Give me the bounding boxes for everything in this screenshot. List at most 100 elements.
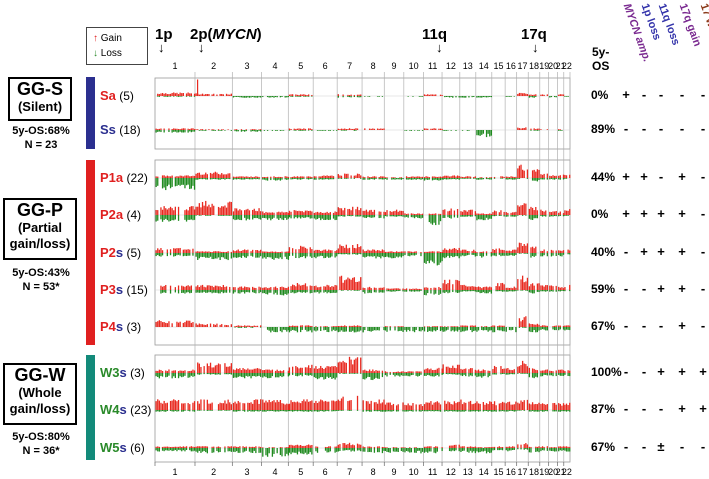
loss-bar	[293, 448, 295, 453]
gain-bar	[240, 286, 243, 290]
loss-bar	[177, 410, 180, 412]
gain-bar	[512, 370, 514, 373]
gain-bar	[362, 210, 364, 215]
gain-bar	[445, 366, 448, 373]
loss-bar	[173, 373, 175, 377]
gain-bar	[436, 326, 438, 327]
gain-bar	[526, 444, 529, 448]
gain-bar	[474, 446, 477, 448]
loss-bar	[477, 178, 480, 180]
loss-bar	[331, 327, 333, 332]
loss-bar	[157, 373, 159, 377]
gain-bar	[435, 94, 437, 96]
loss-bar	[448, 253, 451, 258]
gain-bar	[332, 286, 335, 290]
loss-bar	[262, 448, 264, 457]
loss-bar	[221, 253, 223, 258]
gain-bar	[303, 445, 305, 448]
loss-bar	[255, 178, 257, 180]
loss-bar	[211, 178, 213, 180]
gain-bar	[550, 370, 553, 373]
loss-bar	[339, 327, 341, 332]
gain-bar	[360, 357, 362, 373]
gain-bar	[525, 443, 527, 448]
loss-bar	[245, 373, 247, 376]
gain-bar	[461, 325, 464, 327]
loss-bar	[360, 327, 362, 331]
gain-bar	[490, 251, 493, 253]
loss-bar	[166, 410, 168, 412]
loss-bar	[229, 448, 231, 452]
loss-bar	[299, 327, 302, 333]
chr-number-bottom: 22	[562, 467, 572, 477]
loss-bar	[367, 96, 369, 97]
gain-bar	[474, 403, 477, 410]
loss-bar	[474, 410, 477, 412]
gain-bar	[320, 176, 322, 178]
gain-bar	[423, 446, 426, 448]
loss-bar	[258, 96, 260, 98]
loss-bar	[391, 178, 393, 180]
gain-bar	[192, 369, 194, 373]
gain-bar	[433, 326, 435, 327]
gain-bar	[515, 249, 517, 253]
loss-bar	[520, 253, 522, 254]
loss-bar	[558, 373, 560, 375]
loss-bar	[161, 253, 164, 256]
loss-bar	[455, 96, 457, 98]
loss-bar	[435, 373, 437, 376]
gain-bar	[479, 403, 481, 410]
loss-bar	[485, 178, 488, 180]
gain-bar	[425, 94, 427, 96]
loss-bar	[546, 448, 548, 451]
loss-bar	[376, 253, 379, 257]
loss-bar	[384, 448, 387, 452]
loss-bar	[484, 327, 486, 331]
loss-bar	[192, 130, 194, 132]
gain-bar	[158, 249, 160, 253]
gain-bar	[273, 212, 275, 215]
loss-bar	[311, 290, 313, 293]
loss-bar	[471, 448, 473, 453]
gain-bar	[192, 322, 194, 327]
loss-bar	[456, 373, 459, 375]
gain-bar	[370, 446, 372, 448]
gain-bar	[268, 287, 270, 290]
loss-bar	[543, 327, 545, 330]
gain-bar	[157, 321, 159, 327]
gain-bar	[239, 286, 241, 290]
gain-bar	[298, 368, 300, 373]
loss-bar	[353, 327, 355, 333]
loss-bar	[155, 253, 157, 257]
loss-bar	[523, 327, 525, 328]
gain-bar	[503, 284, 505, 290]
gain-bar	[266, 176, 269, 178]
gain-bar	[358, 281, 360, 290]
gain-bar	[455, 403, 457, 410]
loss-bar	[266, 373, 269, 379]
loss-bar	[232, 373, 235, 378]
loss-bar	[477, 290, 480, 292]
gain-bar	[324, 367, 327, 373]
gain-bar	[400, 447, 403, 448]
loss-bar	[296, 373, 299, 377]
gain-bar	[373, 249, 376, 253]
loss-bar	[521, 373, 524, 374]
chr-number-bottom: 6	[323, 467, 328, 477]
gain-bar	[262, 447, 264, 448]
gain-bar	[313, 176, 315, 178]
loss-bar	[213, 130, 215, 131]
loss-bar	[447, 290, 449, 294]
loss-bar	[263, 373, 266, 377]
loss-bar	[211, 410, 213, 411]
loss-bar	[373, 327, 376, 331]
loss-bar	[407, 410, 409, 412]
group-box-gg-p: GG-P (Partial gain/loss)	[3, 198, 77, 260]
gain-bar	[227, 399, 229, 410]
loss-bar	[244, 96, 246, 98]
loss-bar	[439, 410, 442, 412]
loss-bar	[301, 410, 303, 412]
loss-bar	[510, 96, 512, 97]
loss-bar	[423, 327, 426, 332]
loss-bar	[378, 327, 380, 331]
